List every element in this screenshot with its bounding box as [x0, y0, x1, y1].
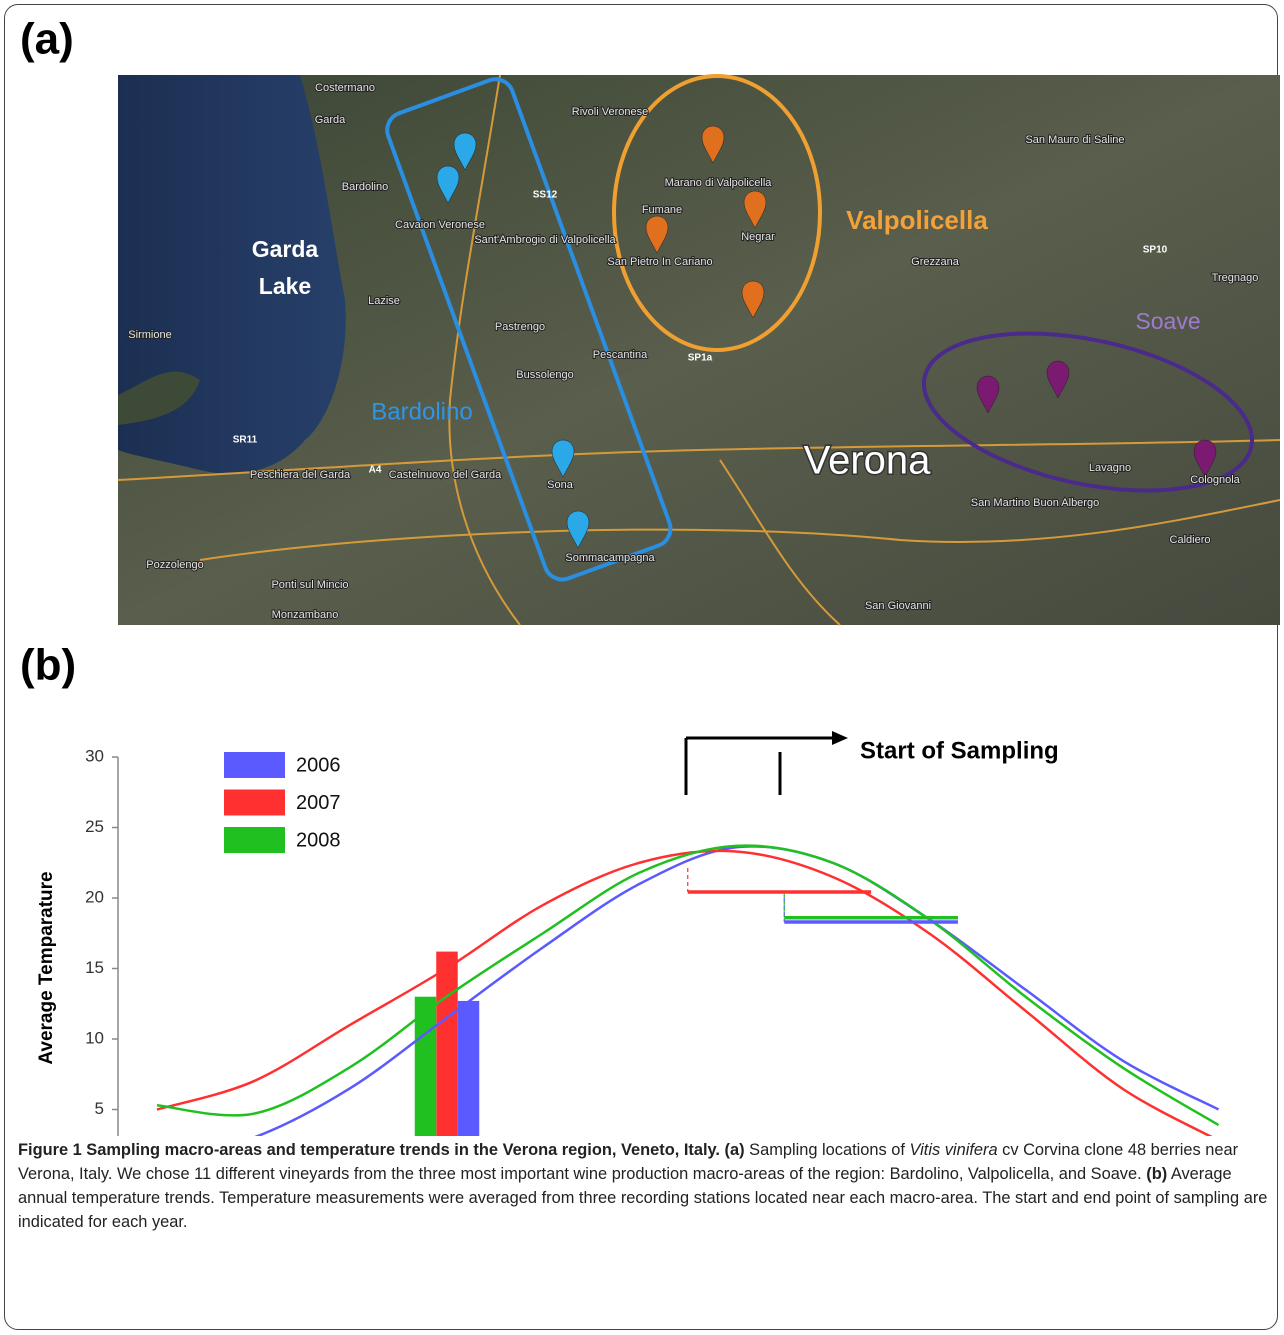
road-label: SR11 [233, 435, 258, 446]
bar [458, 1001, 480, 1136]
place-label: Monzambano [272, 609, 339, 621]
map: Garda Lake Bardolino Valpolicella Soave … [118, 74, 1280, 625]
place-label: Sirmione [128, 329, 171, 341]
road-label: SS12 [533, 190, 558, 201]
place-label: Fumane [642, 204, 682, 216]
caption-label: (b) [1146, 1165, 1167, 1183]
legend-label: 2007 [296, 792, 341, 814]
caption: Figure 1 Sampling macro-areas and temper… [18, 1138, 1270, 1234]
place-label: Tregnago [1212, 272, 1259, 284]
legend-swatch [224, 752, 285, 778]
place-label: San Giovanni [865, 600, 931, 612]
region-label: Valpolicella [846, 205, 988, 235]
place-label: Pastrengo [495, 321, 545, 333]
place-label: Castelnuovo del Garda [389, 469, 502, 481]
place-label: Peschiera del Garda [250, 469, 351, 481]
region-label: Bardolino [371, 398, 472, 425]
road-label: A4 [369, 465, 382, 476]
place-label: Caldiero [1170, 534, 1211, 546]
panel-label: (a) [20, 15, 74, 64]
legend-label: 2008 [296, 829, 341, 851]
place-label: Costermano [315, 82, 375, 94]
place-label: Marano di Valpolicella [665, 177, 773, 189]
annotation: Start of Sampling [860, 737, 1059, 764]
page: (a) Garda Lake Bardolino Valpolicella So… [0, 0, 1284, 1335]
y-tick-label: 25 [85, 817, 104, 836]
y-tick-label: 20 [85, 887, 104, 906]
place-label: Negrar [741, 231, 775, 243]
place-label: Sant'Ambrogio di Valpolicella [474, 234, 616, 246]
y-tick-label: 15 [85, 958, 104, 977]
legend-swatch [224, 790, 285, 816]
place-label: Pescantina [593, 349, 648, 361]
y-tick-label: 30 [85, 746, 104, 765]
place-label: San Pietro In Cariano [607, 256, 712, 268]
place-label: Bussolengo [516, 369, 574, 381]
place-label: Lazise [368, 295, 400, 307]
road-label: SP10 [1143, 245, 1168, 256]
place-label: San Mauro di Saline [1025, 134, 1124, 146]
lake-label: Garda [252, 236, 319, 262]
caption-text: Sampling locations of [749, 1141, 905, 1159]
arrow-head [832, 731, 848, 745]
road-label: SP1a [688, 353, 713, 364]
panel-label: (b) [20, 641, 76, 690]
y-tick-label: 5 [95, 1099, 104, 1118]
caption-label: (a) [725, 1141, 745, 1159]
place-label: Ponti sul Mincio [271, 579, 348, 591]
place-label: Cavaion Veronese [395, 219, 485, 231]
y-axis-label: Average Temparature [36, 871, 57, 1064]
place-label: Bardolino [342, 181, 388, 193]
place-label: Garda [315, 114, 346, 126]
y-tick-label: 10 [85, 1028, 104, 1047]
place-label: Grezzana [911, 256, 960, 268]
line [157, 846, 1219, 1125]
place-label: Sona [547, 479, 574, 491]
sampling-bracket [686, 731, 848, 795]
bar [436, 952, 458, 1136]
caption-species: Vitis vinifera [910, 1141, 998, 1159]
place-label: Pozzolengo [146, 559, 204, 571]
place-label: Colognola [1190, 474, 1240, 486]
legend-swatch [224, 827, 285, 853]
place-label: San Martino Buon Albergo [971, 497, 1099, 509]
caption-title: Figure 1 Sampling macro-areas and temper… [18, 1141, 720, 1159]
legend-label: 2006 [296, 754, 341, 776]
city-label: Verona [804, 439, 932, 483]
figure: (a) Garda Lake Bardolino Valpolicella So… [0, 0, 1284, 1136]
region-label: Soave [1135, 308, 1200, 334]
lake-label: Lake [259, 273, 311, 299]
place-label: Lavagno [1089, 462, 1131, 474]
place-label: Rivoli Veronese [572, 106, 648, 118]
place-label: Sommacampagna [565, 552, 655, 564]
